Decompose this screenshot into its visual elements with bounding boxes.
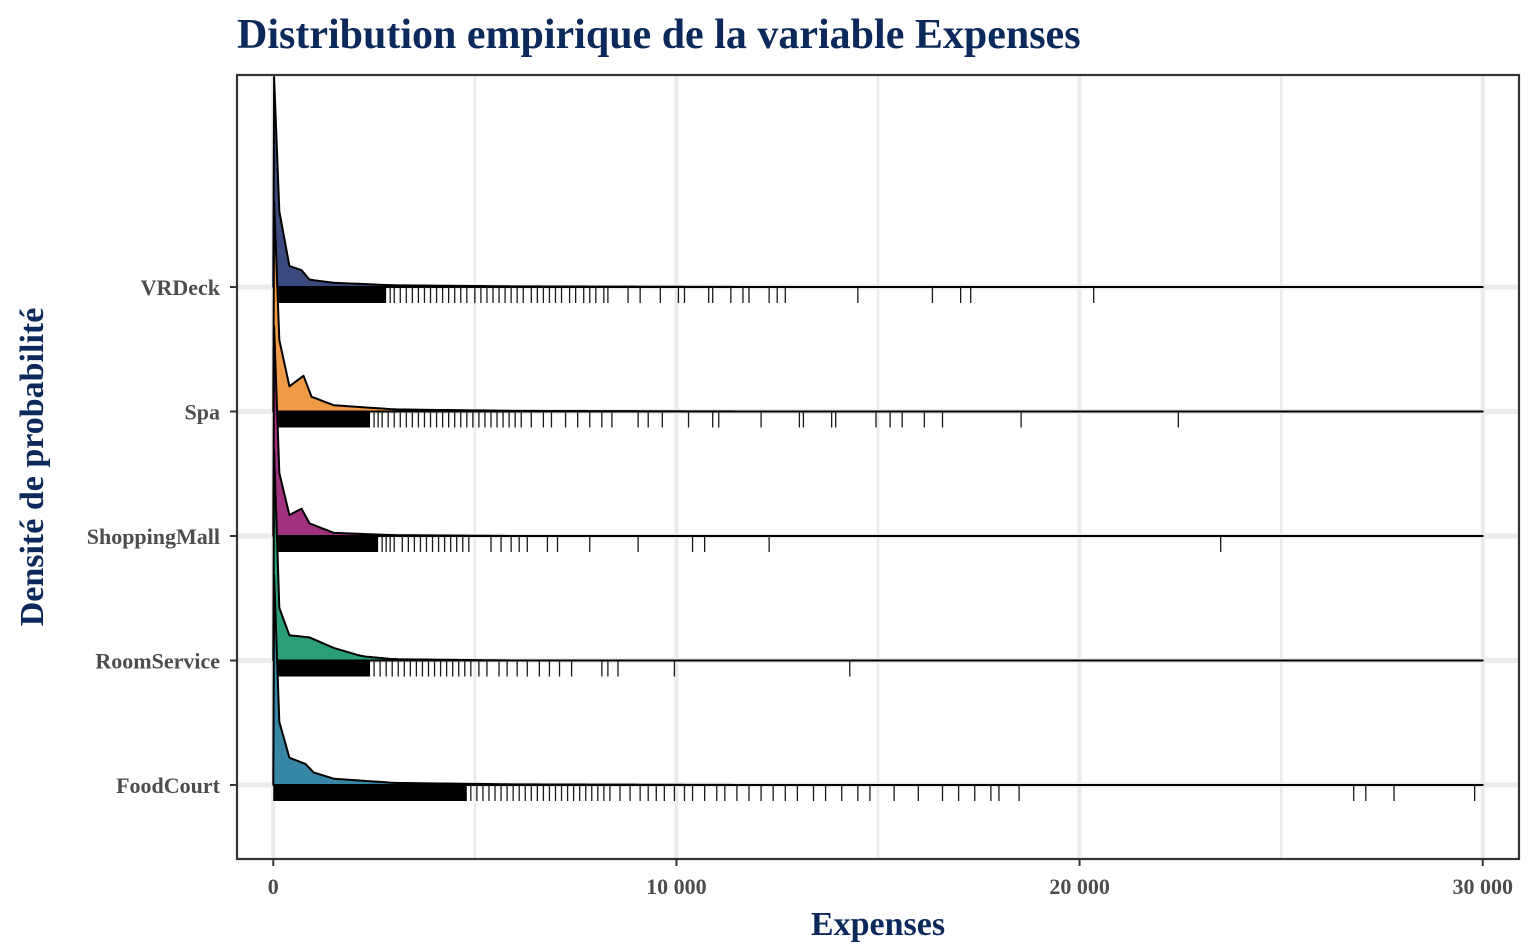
density-area-RoomService [272,449,1484,662]
y-tick-label-RoomService: RoomService [95,649,220,674]
density-area-FoodCourt [272,574,1484,786]
ridges [272,76,1484,801]
x-axis: 0 10 000 20 000 30 000 [268,859,1513,899]
rug-RoomService [273,660,851,677]
rug-FoodCourt [273,785,1476,801]
rug-dense-block-Spa [273,411,371,428]
x-axis-title: Expenses [811,906,945,943]
rug-Spa [273,411,1179,428]
x-tick-label-0: 0 [268,874,279,899]
panel-border [235,73,1521,861]
x-tick-label-1: 10 000 [646,874,707,899]
y-tick-label-Spa: Spa [185,400,220,425]
ridge-ShoppingMall [272,325,1484,552]
y-axis-title: Densité de probabilité [14,308,51,627]
y-axis: VRDeck Spa ShoppingMall RoomService FoodCour… [87,275,237,798]
rug-dense-block-VRDeck [273,287,387,303]
grid-lines [237,75,1519,859]
rug-dense-block-FoodCourt [273,785,467,801]
y-tick-label-FoodCourt: FoodCourt [116,773,221,798]
ridge-RoomService [272,449,1484,677]
density-area-Spa [272,200,1484,413]
y-tick-label-VRDeck: VRDeck [141,275,221,300]
ridge-VRDeck [272,76,1484,303]
x-tick-label-3: 30 000 [1452,874,1513,899]
rug-dense-block-RoomService [273,660,371,677]
ridge-Spa [272,200,1484,428]
density-area-VRDeck [272,76,1484,288]
density-area-ShoppingMall [272,325,1484,537]
rug-VRDeck [273,287,1095,303]
ridge-FoodCourt [272,574,1484,801]
x-tick-label-2: 20 000 [1049,874,1110,899]
y-tick-label-ShoppingMall: ShoppingMall [87,524,220,549]
rug-ShoppingMall [273,536,1222,552]
rug-dense-block-ShoppingMall [273,536,379,552]
chart-title: Distribution empirique de la variable Ex… [237,12,1081,58]
